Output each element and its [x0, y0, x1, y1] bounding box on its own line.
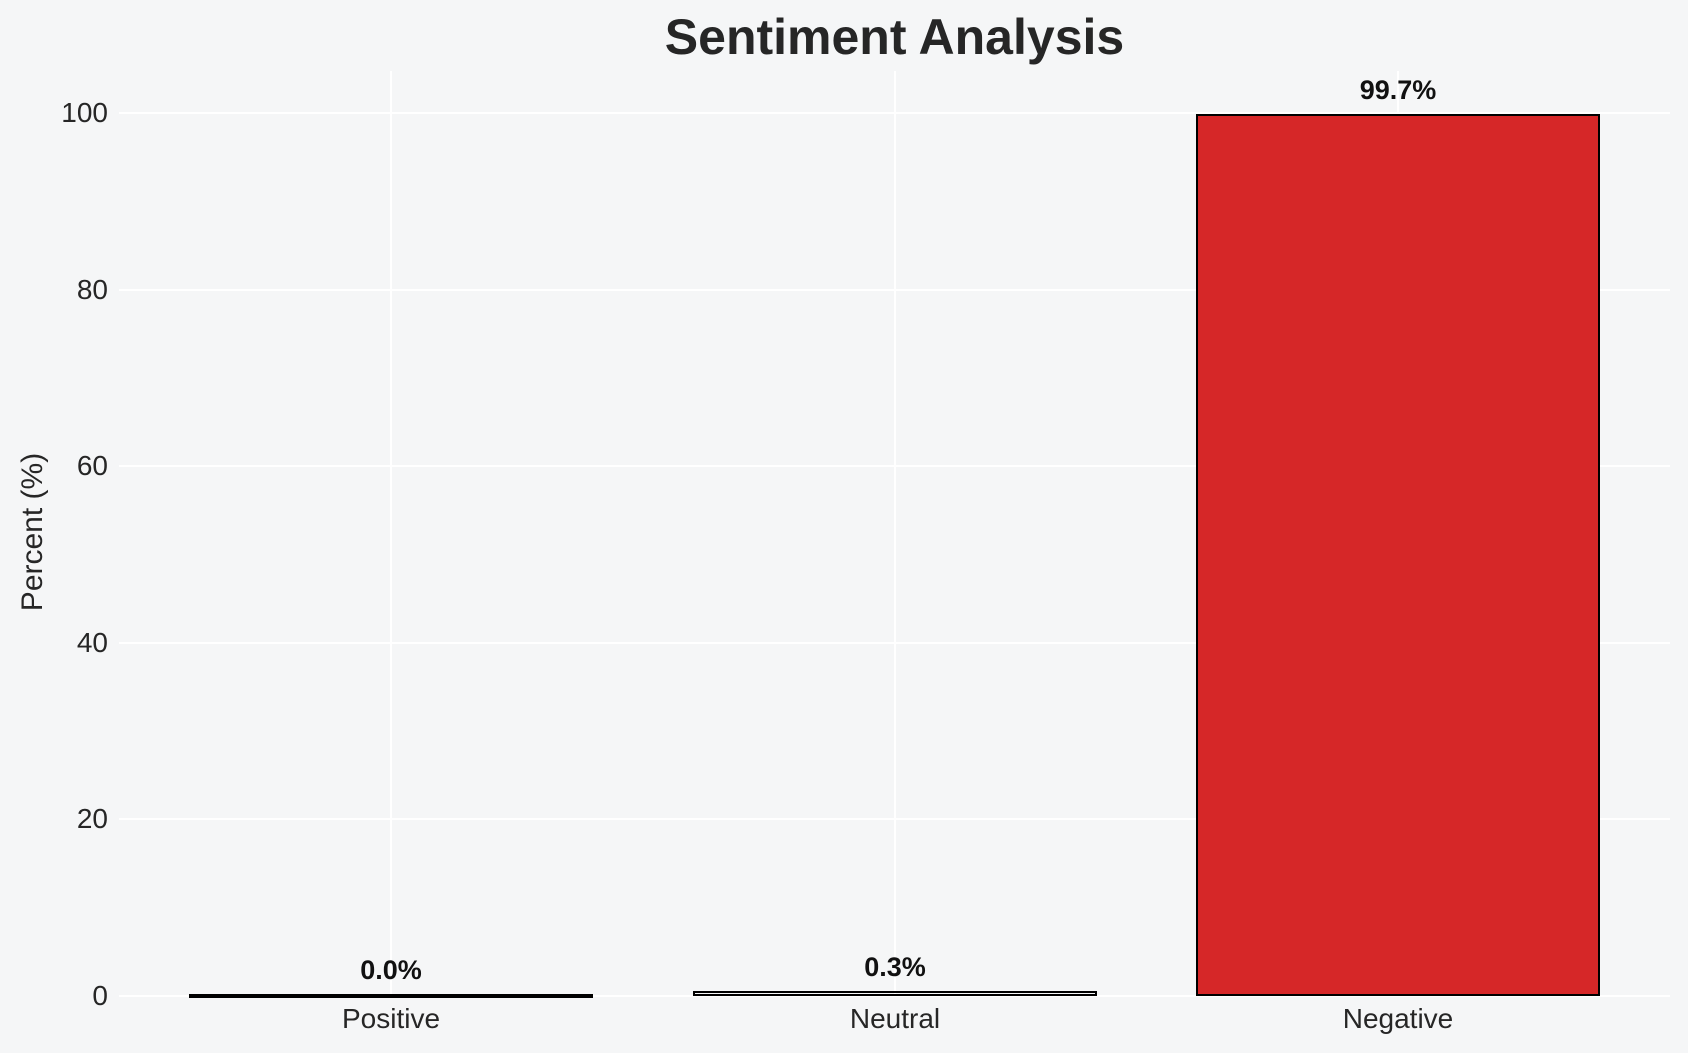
y-tick-label: 0 — [92, 980, 108, 1011]
bar-value-label-positive: 0.0% — [360, 955, 422, 985]
x-tick-label-negative: Negative — [1342, 1003, 1454, 1034]
y-tick-label: 20 — [76, 803, 108, 835]
bar-value-label-neutral: 0.3% — [864, 952, 926, 983]
y-tick-label: 40 — [76, 626, 108, 658]
y-tick-label: 60 — [76, 450, 108, 482]
y-tick-label: 100 — [61, 97, 108, 128]
bar-value-label-negative: 99.7% — [1359, 74, 1437, 105]
y-tick-label: 80 — [76, 273, 108, 305]
bar-negative — [1196, 113, 1600, 996]
x-tick-label-positive: Positive — [341, 1003, 441, 1034]
bar-neutral — [693, 991, 1097, 996]
bar-positive — [189, 994, 593, 998]
x-tick-label-neutral: Neutral — [849, 1003, 941, 1034]
vertical-gridline — [390, 71, 392, 996]
vertical-gridline — [894, 71, 896, 996]
chart-title: Sentiment Analysis — [664, 9, 1125, 65]
horizontal-gridline — [119, 995, 1670, 997]
